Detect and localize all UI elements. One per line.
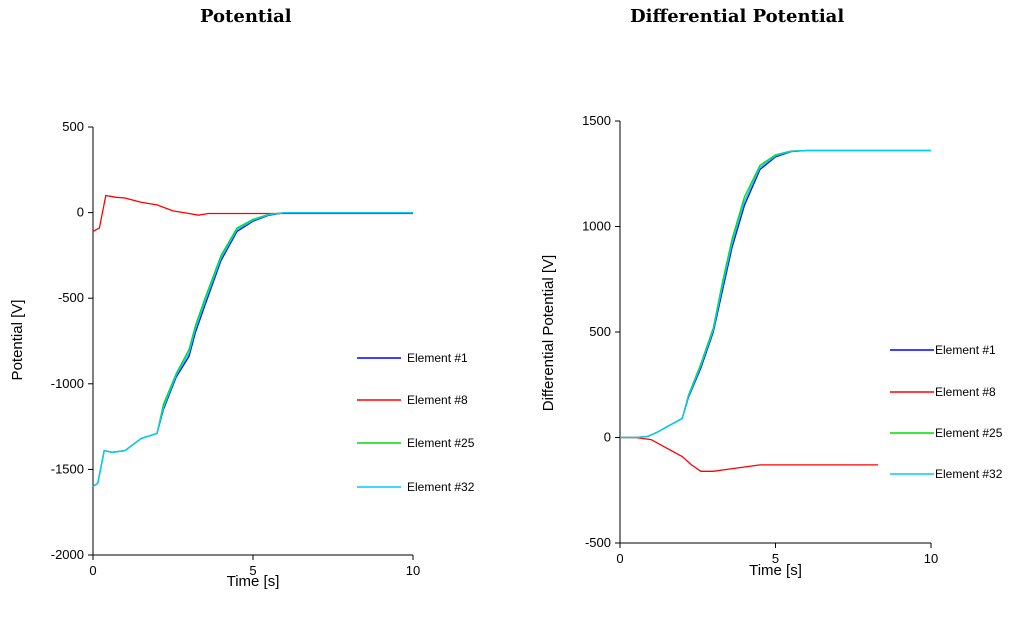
y-tick-label: -1500 (51, 461, 84, 476)
legend-entry-label: Element #8 (407, 393, 468, 407)
y-axis-label: Potential [V] (9, 300, 26, 381)
series-line-element-25 (92, 211, 413, 488)
y-tick-label: -1000 (51, 376, 84, 391)
x-tick-label: 5 (249, 563, 256, 578)
series-line-element-8 (92, 194, 413, 232)
x-tick-label: 5 (772, 551, 779, 566)
x-tick-label: 0 (616, 551, 623, 566)
y-tick-label: 500 (62, 119, 84, 134)
y-tick-label: -2000 (51, 547, 84, 562)
series-line-element-32 (620, 149, 931, 439)
x-tick-label: 10 (406, 563, 420, 578)
series-line-element-25 (620, 149, 931, 439)
legend-entry-label: Element #1 (407, 351, 468, 365)
legend-entry-label: Element #25 (407, 436, 475, 450)
y-tick-label: 1000 (582, 219, 611, 234)
y-tick-label: 0 (604, 430, 611, 445)
chart-title-potential: Potential (200, 6, 292, 27)
series-line-element-8 (620, 436, 879, 472)
chart-title-differential-potential: Differential Potential (630, 6, 845, 27)
series-line-element-32 (92, 211, 413, 488)
legend-entry-label: Element #25 (935, 426, 1003, 440)
y-tick-label: 0 (77, 205, 84, 220)
series-line-element-1 (620, 149, 931, 439)
series-line-element-1 (92, 211, 413, 488)
legend-entry-label: Element #32 (407, 480, 475, 494)
y-axis-label: Differential Potential [V] (540, 255, 557, 411)
x-axis-label: Time [s] (749, 562, 802, 579)
legend-entry-label: Element #1 (935, 343, 996, 357)
y-tick-label: -500 (585, 535, 611, 550)
legend-entry-label: Element #32 (935, 467, 1003, 481)
y-tick-label: 1500 (582, 113, 611, 128)
legend-entry-label: Element #8 (935, 385, 996, 399)
x-tick-label: 10 (924, 551, 938, 566)
y-tick-label: 500 (589, 324, 611, 339)
y-tick-label: -500 (58, 290, 84, 305)
x-tick-label: 0 (89, 563, 96, 578)
x-axis-label: Time [s] (227, 573, 280, 590)
